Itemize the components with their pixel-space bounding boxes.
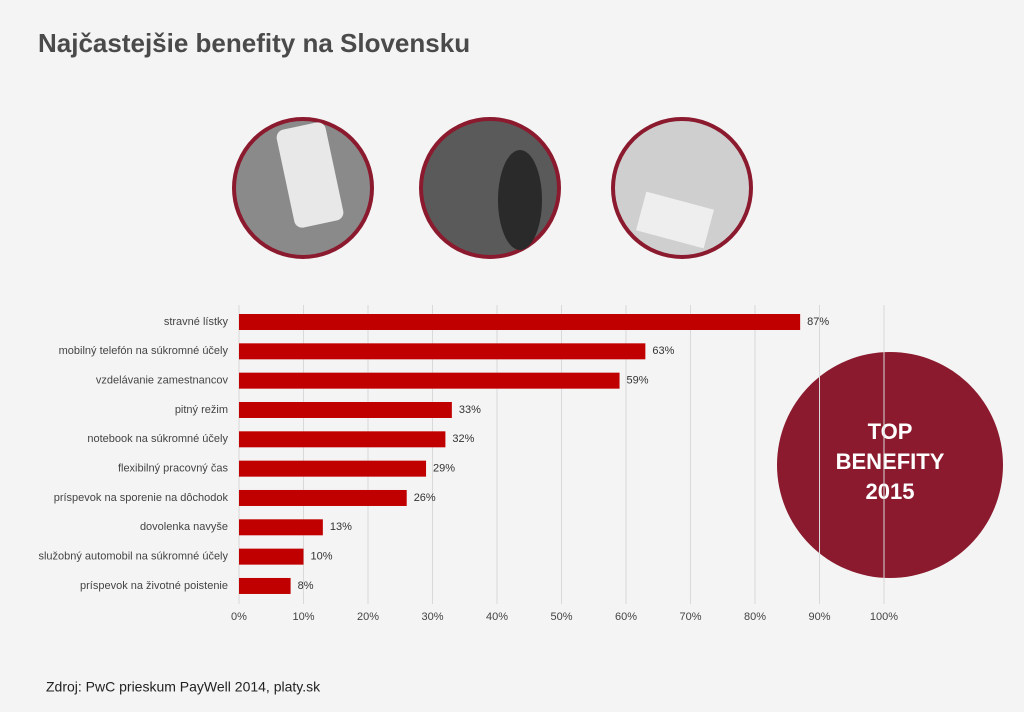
bar xyxy=(239,401,452,418)
value-label: 63% xyxy=(652,345,674,357)
badge-text: 2015 xyxy=(866,479,915,504)
x-tick-label: 50% xyxy=(550,611,572,623)
y-tick-label: stravné lístky xyxy=(164,316,229,328)
y-tick-label: príspevok na životné poistenie xyxy=(80,580,228,592)
badge xyxy=(777,352,1003,578)
badge-text: TOP xyxy=(868,419,913,444)
runner-shape xyxy=(498,150,542,250)
y-tick-label: dovolenka navyše xyxy=(140,521,228,533)
x-tick-label: 60% xyxy=(615,611,637,623)
value-label: 29% xyxy=(433,463,455,475)
x-tick-label: 20% xyxy=(357,611,379,623)
phone-shape xyxy=(276,122,344,228)
plot: 0% 10% 20% 30% 40% 50% 60% 70% 80% 90% 100% stravné… xyxy=(38,305,898,623)
y-tick-label: flexibilný pracovný čas xyxy=(118,463,229,475)
value-label: 32% xyxy=(452,433,474,445)
bar xyxy=(239,343,646,360)
x-tick-label: 100% xyxy=(870,611,898,623)
badge-text: BENEFITY xyxy=(836,449,945,474)
photos xyxy=(232,117,753,259)
value-label: 8% xyxy=(298,580,314,592)
bar xyxy=(239,548,304,565)
y-tick-label: notebook na súkromné účely xyxy=(87,433,228,445)
bar xyxy=(239,431,446,448)
value-label: 10% xyxy=(311,551,333,563)
x-tick-label: 0% xyxy=(231,611,247,623)
x-tick-label: 70% xyxy=(679,611,701,623)
bar xyxy=(239,372,620,389)
value-label: 59% xyxy=(627,375,649,387)
value-label: 13% xyxy=(330,521,352,533)
x-tick-label: 30% xyxy=(421,611,443,623)
x-tick-label: 40% xyxy=(486,611,508,623)
bar xyxy=(239,519,323,536)
bar xyxy=(239,460,427,477)
y-tick-label: vzdelávanie zamestnancov xyxy=(96,375,229,387)
source: Zdroj: PwC prieskum PayWell 2014, platy.… xyxy=(46,679,321,695)
ticket-shape xyxy=(636,191,714,249)
y-tick-label: služobný automobil na súkromné účely xyxy=(38,551,228,563)
x-tick-label: 90% xyxy=(808,611,830,623)
y-tick-label: príspevok na sporenie na dôchodok xyxy=(54,492,229,504)
bar xyxy=(239,577,291,594)
y-tick-label: pitný režim xyxy=(175,404,228,416)
chart-title: Najčastejšie benefity na Slovensku xyxy=(38,28,470,58)
x-tick-label: 10% xyxy=(292,611,314,623)
bar xyxy=(239,314,801,330)
bar xyxy=(239,489,407,506)
value-label: 33% xyxy=(459,404,481,416)
value-label: 26% xyxy=(414,492,436,504)
y-tick-label: mobilný telefón na súkromné účely xyxy=(59,345,229,357)
value-label: 87% xyxy=(807,316,829,328)
x-tick-label: 80% xyxy=(744,611,766,623)
